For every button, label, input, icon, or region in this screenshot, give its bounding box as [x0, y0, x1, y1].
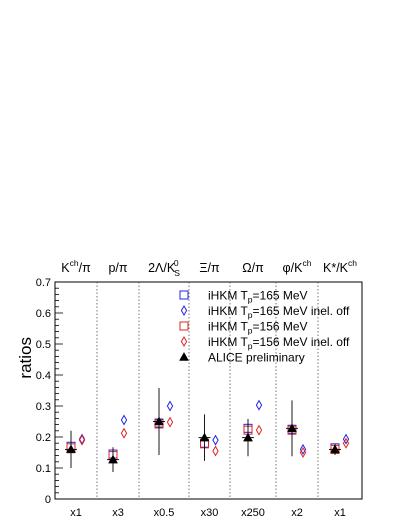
category-label: φ/Kch	[283, 258, 312, 275]
data-point	[108, 454, 118, 464]
data-point	[154, 416, 164, 426]
category-labels: Kch/π x1 p/π x3 2Λ/KS0 x0.5 Ξ/π x30 Ω/π x250 φ/Kch…	[61, 258, 357, 519]
category-label: 2Λ/KS0	[148, 258, 180, 278]
y-tick-label: 0.5	[36, 339, 51, 351]
legend-marker	[180, 305, 188, 316]
category-scale-label: x3	[112, 507, 124, 519]
category-label: Ξ/π	[199, 261, 220, 275]
data-points	[65, 388, 350, 473]
data-point	[287, 423, 297, 433]
plot-border	[54, 281, 363, 500]
data-point	[330, 444, 340, 454]
legend-marker	[179, 290, 189, 300]
data-point	[255, 399, 263, 411]
data-point	[342, 437, 350, 449]
y-tick-label: 0.7	[36, 277, 51, 289]
data-point	[199, 432, 210, 442]
y-tick-label: 0.3	[36, 401, 51, 413]
legend-marker	[179, 321, 189, 331]
legend-entry-label: iHKM Tp=165 MeV inel. off	[208, 304, 350, 320]
data-point	[120, 414, 128, 426]
y-axis-label: ratios	[16, 337, 35, 379]
data-point	[120, 427, 128, 439]
category-scale-label: x0.5	[154, 507, 175, 519]
data-point	[255, 424, 263, 436]
data-point	[299, 443, 307, 455]
category-label: Ω/π	[242, 261, 264, 275]
data-point	[66, 444, 76, 454]
y-tick-label: 0.4	[36, 370, 51, 382]
legend-entry-label: iHKM Tp=156 MeV inel. off	[208, 335, 350, 351]
y-tick-label: 0	[45, 494, 51, 506]
category-label: Kch/π	[61, 258, 91, 275]
y-tick-label: 0.6	[36, 308, 51, 320]
data-point	[299, 447, 307, 458]
category-scale-label: x2	[291, 507, 303, 519]
legend-entry-label: ALICE preliminary	[208, 351, 305, 365]
category-label: p/π	[108, 261, 127, 275]
data-point	[342, 433, 350, 445]
data-point	[78, 434, 86, 446]
data-point	[166, 400, 174, 412]
legend-entry-label: iHKM Tp=156 MeV	[208, 320, 308, 336]
legend-marker	[179, 351, 189, 361]
category-label: K*/Kch	[323, 258, 357, 275]
data-point	[212, 434, 219, 446]
category-scale-label: x30	[201, 507, 219, 519]
category-scale-label: x250	[241, 507, 265, 519]
legend-entry-label: iHKM Tp=165 MeV	[208, 289, 308, 305]
data-point	[166, 416, 174, 428]
y-tick-label: 0.2	[36, 432, 51, 444]
category-scale-label: x1	[334, 507, 346, 519]
plot-frame	[54, 281, 363, 500]
data-point	[243, 432, 253, 442]
legend-marker	[180, 336, 188, 347]
y-tick-label: 0.1	[36, 463, 51, 475]
data-point	[212, 445, 219, 457]
y-axis: 0 0.1 0.2 0.3 0.4 0.5 0.6 0.7	[36, 277, 63, 506]
category-scale-label: x1	[70, 507, 82, 519]
